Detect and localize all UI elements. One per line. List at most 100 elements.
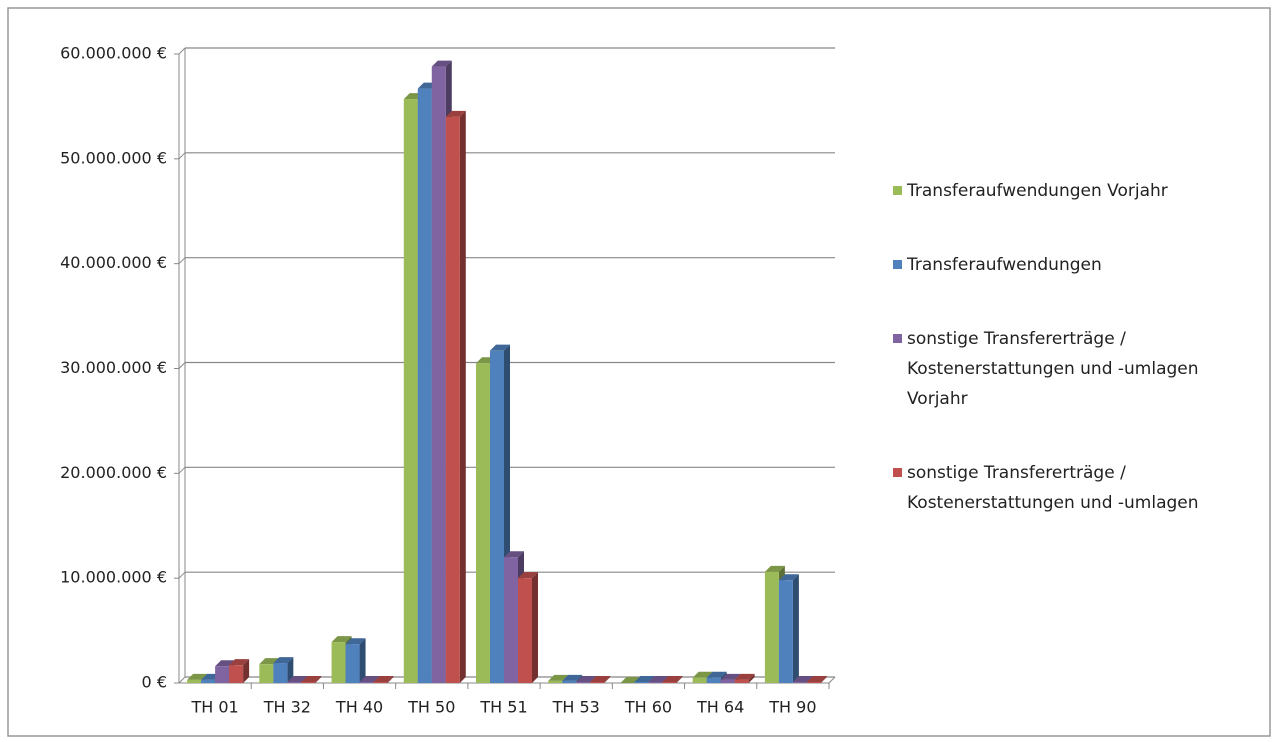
bar-top (345, 638, 366, 645)
bar (229, 665, 244, 683)
y-tick-label: 60.000.000 € (60, 44, 167, 63)
bar-side (359, 638, 366, 683)
legend-swatch (893, 186, 902, 195)
bar (720, 679, 735, 683)
bar (345, 644, 360, 683)
bar (201, 679, 216, 683)
bar (431, 66, 446, 683)
bar-side (792, 574, 799, 683)
bar-top (562, 674, 583, 681)
bar-top (504, 551, 524, 558)
bar (476, 363, 490, 683)
x-tick-label: TH 32 (263, 698, 311, 717)
bar-top (648, 675, 669, 682)
bar (490, 350, 504, 683)
x-tick-label: TH 50 (407, 698, 455, 717)
chart-frame (7, 7, 1271, 737)
bar-top (778, 574, 799, 581)
x-tick-label: TH 64 (696, 698, 744, 717)
bar (692, 677, 707, 683)
bar (648, 681, 663, 683)
legend-item: sonstige Transfererträge / Kostenerstatt… (893, 324, 1263, 414)
bar-top (445, 110, 466, 117)
bar-side (315, 675, 322, 683)
bar (764, 571, 779, 683)
grid-line-depth (178, 571, 186, 579)
bar (445, 116, 460, 683)
legend-swatch (893, 468, 902, 477)
bar-top (490, 344, 510, 351)
grid-line-depth (178, 362, 186, 369)
grid-line-depth (178, 47, 186, 55)
bar-top (273, 657, 294, 664)
bar-top (373, 675, 394, 682)
bar-top (706, 671, 727, 678)
x-tick-label: TH 01 (190, 698, 238, 717)
bar-top (359, 675, 380, 682)
bar-top (576, 675, 597, 682)
bar-top (792, 675, 813, 682)
bar-side (459, 110, 466, 683)
bar-top (287, 675, 308, 682)
bar (734, 679, 749, 683)
legend-label: Transferaufwendungen Vorjahr (907, 181, 1168, 201)
bar-top (734, 673, 755, 680)
x-axis-depth (828, 676, 836, 684)
bar-top (518, 572, 538, 579)
bar (634, 681, 649, 683)
legend: Transferaufwendungen Vorjahr Transferaufw… (893, 176, 1263, 562)
bar-top (662, 675, 683, 682)
bar-side (243, 659, 250, 683)
bar-side (676, 675, 683, 683)
bar (662, 681, 677, 683)
bar-top (764, 565, 785, 572)
bar-top (301, 675, 322, 682)
bar (706, 677, 721, 683)
bar-side (532, 572, 538, 683)
x-tick-label: TH 90 (768, 698, 816, 717)
bar (792, 681, 807, 683)
legend-item: Transferaufwendungen (893, 250, 1263, 280)
bar-top (692, 671, 713, 678)
x-tick-label: TH 40 (335, 698, 383, 717)
bar (215, 666, 230, 683)
legend-item: Transferaufwendungen Vorjahr (893, 176, 1263, 206)
x-tick-label: TH 53 (552, 698, 600, 717)
bar-top (331, 636, 352, 643)
bar (518, 578, 532, 683)
grid-line-depth (178, 466, 186, 474)
bar-top (634, 675, 655, 682)
legend-label: Transferaufwendungen (907, 255, 1102, 275)
bar (403, 99, 418, 684)
bar-top (187, 673, 208, 680)
bar (273, 663, 288, 683)
bar (287, 681, 302, 683)
bar-top (548, 674, 569, 681)
legend-swatch (893, 260, 902, 269)
x-tick-label: TH 51 (479, 698, 527, 717)
legend-label: sonstige Transfererträge / Kostenerstatt… (907, 329, 1199, 409)
bar-top (806, 675, 827, 682)
bar-top (229, 659, 250, 666)
grid-line-depth (178, 257, 186, 265)
grid-line-depth (178, 152, 186, 160)
bar-top (431, 60, 452, 67)
bar (359, 681, 374, 683)
bar (548, 680, 563, 683)
bar (590, 681, 605, 683)
bar (576, 681, 591, 683)
bar-side (820, 675, 827, 683)
bar-side (604, 675, 611, 683)
y-tick-label: 10.000.000 € (60, 568, 167, 587)
legend-swatch (893, 334, 902, 343)
bar (259, 664, 274, 683)
bar (504, 557, 518, 683)
bar (187, 679, 202, 683)
y-tick-label: 50.000.000 € (60, 148, 167, 167)
bar-top (720, 673, 741, 680)
y-tick-label: 0 € (142, 673, 167, 692)
bar-top (590, 675, 611, 682)
bar (806, 681, 821, 683)
bar (373, 681, 388, 683)
